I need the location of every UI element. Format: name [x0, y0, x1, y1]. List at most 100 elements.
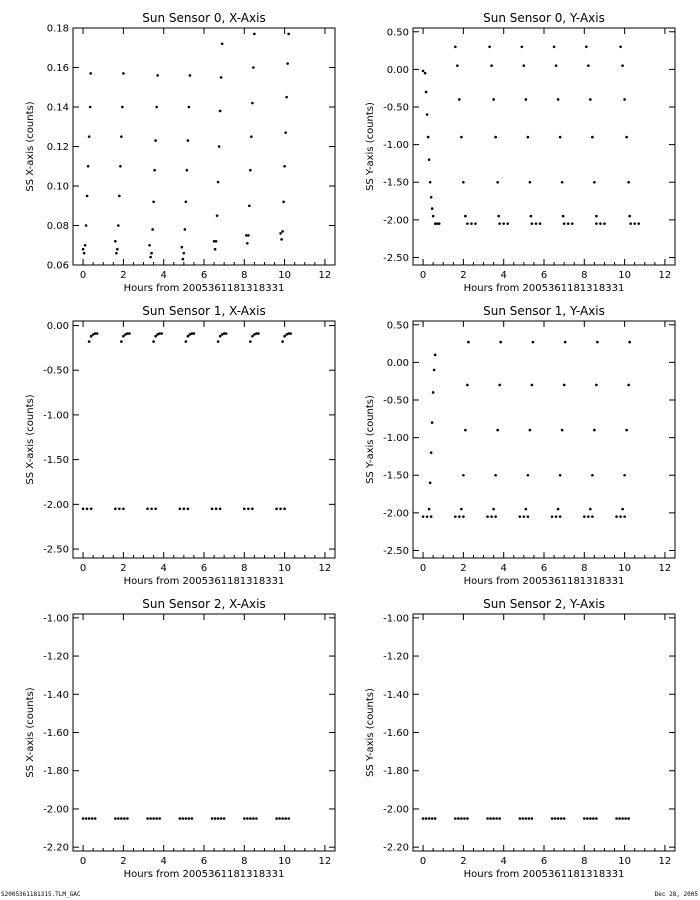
y-tick-label: -1.50 — [43, 455, 69, 466]
data-point — [553, 817, 557, 820]
x-tick-label: 8 — [241, 270, 247, 281]
x-axis-label: Hours from 2005361181318331 — [464, 283, 625, 294]
data-point — [615, 817, 618, 820]
data-point — [180, 245, 184, 249]
y-tick-label: 0.12 — [47, 142, 69, 153]
data-point — [214, 240, 218, 243]
x-tick-label: 2 — [120, 856, 126, 867]
data-point — [217, 145, 221, 148]
x-tick-label: 6 — [201, 856, 207, 867]
plot-frame — [72, 320, 336, 559]
data-point — [621, 64, 624, 67]
data-point — [554, 515, 558, 518]
data-point — [152, 817, 155, 820]
data-point — [84, 817, 88, 820]
data-point — [155, 817, 158, 820]
data-point — [623, 515, 626, 518]
chart-title: Sun Sensor 2, X-Axis — [142, 597, 265, 611]
y-tick-label: -0.50 — [43, 366, 69, 377]
data-point — [119, 164, 122, 168]
y-tick-label: -1.20 — [383, 652, 409, 663]
data-point — [284, 817, 287, 820]
data-point — [431, 214, 435, 218]
x-tick-label: 0 — [420, 856, 426, 867]
x-axis-label: Hours from 2005361181318331 — [124, 869, 285, 880]
x-axis-label: Hours from 2005361181318331 — [464, 869, 625, 880]
data-series — [421, 515, 626, 518]
x-tick-label: 10 — [618, 270, 631, 281]
data-point — [460, 507, 463, 511]
data-point — [85, 194, 89, 198]
x-tick-label: 4 — [161, 270, 167, 281]
data-series — [87, 332, 292, 343]
data-point — [120, 817, 123, 820]
data-point — [627, 817, 630, 820]
x-tick-label: 8 — [581, 270, 587, 281]
data-point — [90, 817, 94, 820]
data-point — [621, 817, 624, 820]
data-point — [249, 340, 252, 343]
data-point — [115, 251, 118, 255]
data-point — [87, 817, 91, 820]
data-point — [186, 334, 190, 338]
data-point — [562, 222, 566, 225]
chart-title: Sun Sensor 1, Y-Axis — [483, 304, 605, 318]
x-tick-label: 0 — [80, 270, 86, 281]
data-point — [556, 507, 560, 511]
data-point — [213, 817, 217, 820]
data-point — [496, 428, 499, 432]
data-point — [497, 214, 500, 218]
data-point — [623, 98, 626, 101]
data-point — [583, 817, 586, 820]
data-point — [518, 817, 522, 820]
data-point — [427, 507, 431, 511]
x-tick-label: 8 — [581, 563, 587, 574]
data-point — [560, 428, 564, 432]
data-point — [158, 332, 161, 335]
data-point — [595, 222, 598, 225]
data-point — [154, 507, 157, 511]
data-point — [120, 340, 123, 343]
data-point — [506, 222, 510, 225]
data-point — [93, 332, 97, 335]
y-tick-label: -1.50 — [383, 471, 409, 482]
chart-title: Sun Sensor 1, X-Axis — [142, 304, 265, 318]
data-point — [432, 368, 436, 372]
data-point — [93, 817, 97, 820]
data-point — [218, 507, 222, 511]
data-point — [425, 113, 429, 116]
data-series — [421, 817, 630, 820]
data-point — [623, 473, 626, 477]
x-tick-label: 8 — [241, 563, 247, 574]
data-point — [531, 340, 535, 344]
y-tick-label: -1.80 — [383, 766, 409, 777]
data-point — [252, 817, 255, 820]
y-tick-label: -2.00 — [383, 804, 409, 815]
data-point — [561, 214, 565, 218]
y-tick-label: 0.14 — [47, 103, 69, 114]
data-point — [219, 76, 223, 79]
data-point — [562, 383, 566, 387]
data-point — [184, 200, 188, 204]
data-point — [529, 214, 533, 218]
y-tick-label: 0.00 — [47, 321, 69, 332]
x-tick-label: 2 — [120, 270, 126, 281]
x-tick-label: 4 — [161, 563, 167, 574]
y-tick-label: -2.50 — [383, 546, 409, 557]
data-point — [421, 817, 425, 820]
data-point — [637, 222, 641, 225]
data-point — [253, 333, 256, 336]
data-point — [550, 515, 554, 518]
y-tick-label: -2.20 — [383, 843, 409, 854]
data-point — [214, 507, 218, 511]
data-point — [621, 507, 624, 511]
data-point — [559, 817, 563, 820]
plot-frame — [412, 320, 676, 559]
data-point — [216, 340, 220, 343]
data-point — [486, 515, 489, 518]
chart-panel: Sun Sensor 2, Y-Axis 0 2 4 6 8 10 12 -2.20 -2.00 -… — [365, 597, 676, 880]
data-point — [589, 98, 592, 101]
data-point — [490, 515, 493, 518]
data-point — [257, 332, 260, 335]
